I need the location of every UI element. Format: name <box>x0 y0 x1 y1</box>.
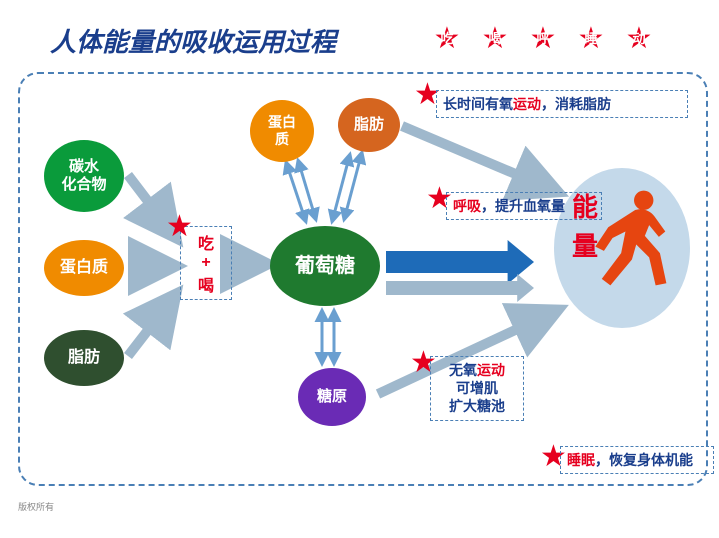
node-protein_out: 蛋白 质 <box>250 100 314 162</box>
node-fat_out: 脂肪 <box>338 98 400 152</box>
node-protein_in: 蛋白质 <box>44 240 124 296</box>
anno-box-anaerobic: 无氧运动可增肌扩大糖池 <box>430 356 524 421</box>
anno-box-sleep: 睡眠，恢复身体机能 <box>560 446 714 474</box>
eat-star: ★ <box>166 212 193 242</box>
node-glycogen: 糖原 <box>298 368 366 426</box>
star-label-2: ★呼 <box>526 22 560 56</box>
star-label-3: ★睡 <box>574 22 608 56</box>
star-label-4: ★动 <box>622 22 656 56</box>
node-glucose: 葡萄糖 <box>270 226 380 306</box>
runner-icon <box>578 182 688 322</box>
anno-box-aerobic: 长时间有氧运动，消耗脂肪 <box>436 90 688 118</box>
node-carb: 碳水 化合物 <box>44 140 124 212</box>
star-label-1: ★喝 <box>478 22 512 56</box>
node-fat_in: 脂肪 <box>44 330 124 386</box>
footer-copyright: 版权所有 <box>18 500 54 513</box>
page-title: 人体能量的吸收运用过程 <box>50 22 336 59</box>
star-label-0: ★吃 <box>430 22 464 56</box>
